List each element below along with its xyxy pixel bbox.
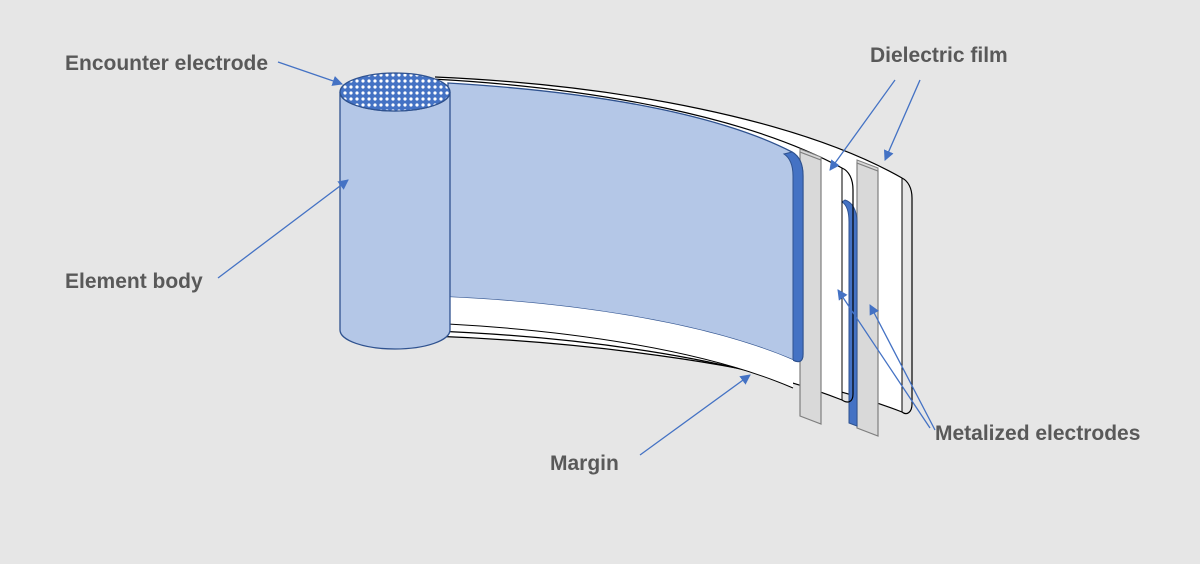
label-metalized-electrodes: Metalized electrodes <box>935 422 1140 445</box>
capacitor-diagram: Encounter electrode Element body Margin … <box>0 0 1200 564</box>
label-margin: Margin <box>550 452 619 475</box>
encounter-electrode-top <box>340 73 450 111</box>
label-encounter-electrode: Encounter electrode <box>65 52 268 75</box>
element-body-cylinder <box>340 73 450 349</box>
label-dielectric-film: Dielectric film <box>870 44 1008 67</box>
metalized-electrode-outer <box>857 160 878 436</box>
label-element-body: Element body <box>65 270 203 293</box>
